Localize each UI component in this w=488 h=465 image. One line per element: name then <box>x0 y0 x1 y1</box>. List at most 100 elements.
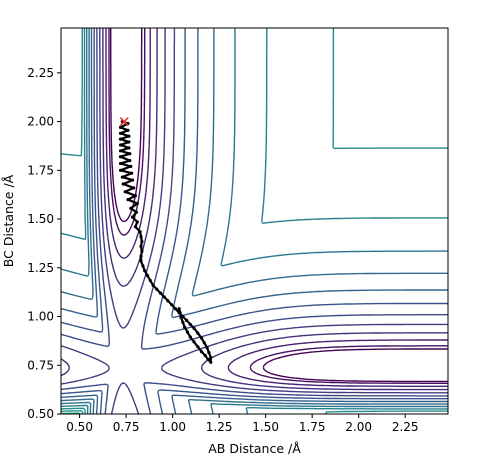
y-axis-label: BC Distance /Å <box>1 174 16 267</box>
trajectory-point-29 <box>135 220 139 224</box>
y-tick-label: 1.00 <box>27 310 54 324</box>
x-axis-label: AB Distance /Å <box>208 441 301 456</box>
trajectory-path <box>118 117 213 364</box>
trajectory-point-6 <box>118 137 123 141</box>
x-tick-label: 1.00 <box>159 420 186 434</box>
contour-level-2 <box>105 28 448 387</box>
trajectory-point-46 <box>166 299 170 303</box>
contour-level-4 <box>61 28 448 414</box>
trajectory-point-63 <box>199 350 204 354</box>
trajectory-point-55 <box>199 336 204 340</box>
trajectory-point-59 <box>209 355 213 360</box>
plot-frame <box>60 27 449 415</box>
contour-level-6 <box>61 28 448 414</box>
trajectory-point-62 <box>203 353 207 358</box>
x-tick-label: 2.00 <box>345 420 372 434</box>
x-tick-label: 1.75 <box>299 420 326 434</box>
trajectory-point-51 <box>185 318 189 322</box>
trajectory-point-65 <box>192 340 196 344</box>
y-tick-label: 1.25 <box>27 261 54 275</box>
trajectory-point-21 <box>132 186 136 190</box>
trajectory-point-33 <box>140 239 144 244</box>
trajectory-point-25 <box>135 201 139 206</box>
trajectory-point-68 <box>183 325 187 329</box>
trajectory-point-60 <box>209 360 213 364</box>
trajectory-point-48 <box>173 307 177 311</box>
trajectory-point-40 <box>145 274 150 278</box>
trajectory-point-56 <box>202 341 206 345</box>
trajectory-point-26 <box>129 206 133 210</box>
trajectory-point-45 <box>162 295 166 299</box>
contour-level-0 <box>110 28 448 383</box>
trajectory-point-70 <box>179 315 183 320</box>
x-tick-label: 0.75 <box>113 420 140 434</box>
contour-level-12 <box>61 410 84 414</box>
start-marker <box>119 117 129 127</box>
y-tick-label: 2.00 <box>27 115 54 129</box>
trajectory-point-57 <box>205 346 209 350</box>
trajectory-point-17 <box>130 171 134 175</box>
trajectory-point-36 <box>139 254 143 258</box>
contour-level-9 <box>61 28 448 414</box>
trajectory-point-27 <box>134 210 138 214</box>
contour-lines <box>61 28 448 414</box>
trajectory-point-58 <box>207 351 211 355</box>
trajectory-point-69 <box>181 320 185 324</box>
trajectory-point-39 <box>143 269 147 273</box>
contour-level-10 <box>61 28 448 414</box>
trajectory-point-15 <box>129 164 133 168</box>
trajectory-point-22 <box>123 190 127 194</box>
trajectory-point-12 <box>118 155 123 159</box>
x-tick-label: 1.50 <box>252 420 279 434</box>
contour-level-3 <box>61 28 448 391</box>
trajectory-point-10 <box>118 149 123 153</box>
y-tick-label: 0.50 <box>27 407 54 421</box>
contour-level-7 <box>61 28 448 414</box>
trajectory-point-18 <box>120 175 124 179</box>
trajectory-point-32 <box>139 235 143 239</box>
trajectory-point-19 <box>131 178 135 182</box>
trajectory-point-42 <box>151 283 155 287</box>
trajectory-point-28 <box>131 215 135 219</box>
trajectory-point-47 <box>170 303 174 307</box>
trajectory-point-16 <box>118 168 123 172</box>
y-tick-label: 1.50 <box>27 212 54 226</box>
trajectory-point-34 <box>139 244 143 248</box>
trajectory-point-24 <box>126 198 130 202</box>
trajectory-point-9 <box>127 146 131 150</box>
trajectory-point-7 <box>127 140 131 144</box>
trajectory-point-5 <box>127 134 131 138</box>
trajectory-point-31 <box>138 230 142 234</box>
x-tick-label: 1.25 <box>206 420 233 434</box>
trajectory-point-8 <box>118 143 123 147</box>
contour-level-5 <box>61 28 448 414</box>
trajectory-point-61 <box>206 357 210 361</box>
trajectory-point-52 <box>188 322 192 326</box>
trajectory-point-20 <box>121 182 125 186</box>
contour-level-11 <box>61 28 448 414</box>
trajectory-point-54 <box>196 331 200 335</box>
trajectory-point-43 <box>155 287 159 291</box>
contour-level-1 <box>108 28 448 384</box>
x-tick-label: 0.50 <box>66 420 93 434</box>
trajectory-point-41 <box>148 278 152 283</box>
trajectory-point-37 <box>139 259 143 263</box>
trajectory-point-14 <box>118 161 123 166</box>
trajectory-point-11 <box>128 152 132 156</box>
trajectory-point-4 <box>118 131 123 135</box>
x-tick-label: 2.25 <box>392 420 419 434</box>
trajectory-point-3 <box>126 128 130 132</box>
trajectory-point-23 <box>133 194 137 198</box>
y-tick-label: 1.75 <box>27 163 54 177</box>
y-tick-label: 0.75 <box>27 358 54 372</box>
y-tick-label: 2.25 <box>27 66 54 80</box>
trajectory-point-72 <box>177 307 181 311</box>
trajectory-point-44 <box>158 291 163 295</box>
trajectory-point-53 <box>192 326 196 330</box>
trajectory-point-67 <box>185 330 190 334</box>
trajectory-point-71 <box>178 311 182 315</box>
contour-level-8 <box>61 28 448 414</box>
y-axis-ticks: 0.50 0.75 1.00 1.25 1.50 1.75 2.00 2.25 <box>27 66 61 421</box>
